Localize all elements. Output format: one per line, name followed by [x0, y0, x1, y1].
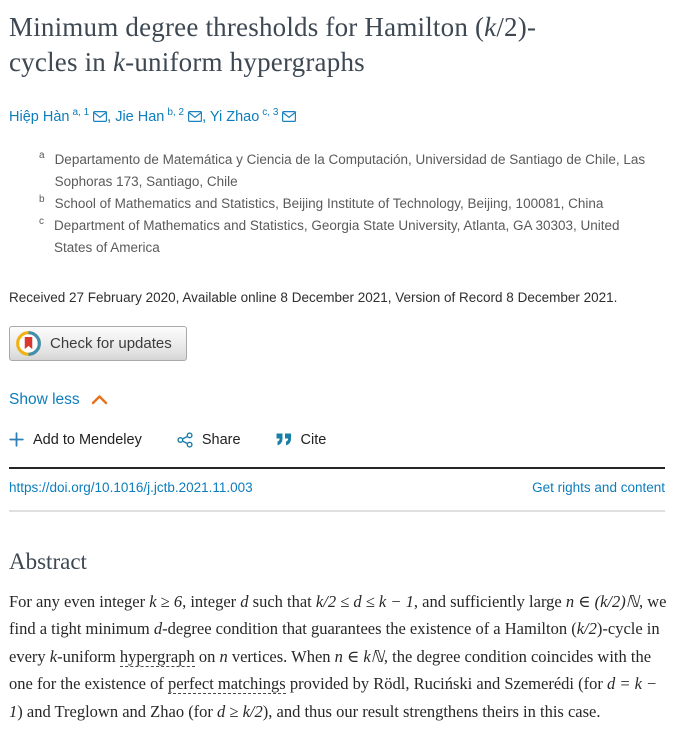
author-affiliation-sup: b, 2 [167, 107, 185, 118]
author-affiliation-sup: a, 1 [72, 107, 90, 118]
crossmark-icon [16, 330, 41, 356]
abstract-math-segment: k/2 ≤ d ≤ k − 1 [315, 591, 414, 611]
add-to-mendeley-label: Add to Mendeley [33, 431, 142, 448]
title-text: -uniform hypergraphs [125, 47, 365, 77]
author-name: Hiệp Hàn [9, 108, 70, 125]
affiliation-item: c Department of Mathematics and Statistic… [39, 215, 665, 259]
affiliation-label: c [39, 215, 44, 227]
envelope-icon[interactable] [282, 110, 297, 122]
abstract-text-segment: -degree condition that guarantees the ex… [162, 619, 577, 639]
abstract-text-segment: , and sufficiently large [413, 591, 566, 611]
abstract-math-segment: n [219, 646, 228, 666]
received-dates-line: Received 27 February 2020, Available onl… [9, 289, 618, 305]
abstract-inline-link[interactable]: perfect matchings [167, 674, 286, 695]
check-for-updates-button[interactable]: Check for updates [9, 325, 187, 361]
author-separator: , [107, 108, 116, 125]
doi-link[interactable]: https://doi.org/10.1016/j.jctb.2021.11.0… [9, 479, 253, 495]
abstract-text-segment: ) and Treglown and Zhao (for [17, 701, 218, 721]
abstract-math-segment: d [153, 619, 163, 639]
check-for-updates-label: Check for updates [50, 334, 172, 352]
abstract-text-segment: such that [248, 591, 316, 611]
show-less-label: Show less [9, 390, 80, 408]
chevron-up-icon [91, 395, 107, 405]
double-quote-icon [276, 433, 291, 446]
affiliation-text: Department of Mathematics and Statistics… [54, 217, 620, 255]
abstract-text-segment: vertices. When [227, 646, 335, 666]
affiliation-label: b [39, 193, 45, 205]
abstract-math-segment: d ≥ k/2 [217, 701, 263, 721]
plus-icon [9, 432, 24, 448]
title-text: cycles in [9, 47, 113, 77]
abstract-text-segment: , integer [182, 591, 241, 611]
title-math-k: k [112, 47, 126, 77]
affiliation-item: b School of Mathematics and Statistics, B… [39, 193, 665, 215]
envelope-icon[interactable] [188, 110, 203, 122]
author-affiliation-sup: c, 3 [262, 107, 279, 118]
add-to-mendeley-button[interactable]: Add to Mendeley [9, 432, 142, 448]
abstract-math-segment: k ≥ 6 [149, 591, 183, 611]
abstract-text-segment: provided by Rödl, Ruciński and Szemerédi… [285, 674, 607, 694]
abstract-text-segment: ), and thus our result strengthens their… [262, 701, 601, 721]
abstract-heading: Abstract [9, 548, 87, 574]
affiliation-list: a Departamento de Matemática y Ciencia de… [9, 149, 665, 259]
abstract-text-segment: , the degree condition coincides with th… [9, 646, 652, 694]
abstract-math-segment: k [49, 646, 58, 666]
title-text: Minimum degree thresholds for Hamilton ( [9, 12, 485, 42]
abstract-text-segment: , we find a tight minimum [9, 591, 667, 639]
share-label: Share [201, 431, 241, 448]
abstract-math-segment: n ∈ (k/2)ℕ [565, 591, 639, 611]
abstract-math-segment: d = k − 1 [9, 674, 658, 721]
abstract-math-segment: k/2 [576, 619, 597, 639]
affiliation-label: a [39, 149, 45, 161]
abstract-text: For any even integer k ≥ 6, integer d su… [9, 588, 669, 726]
article-toolbar: Add to Mendeley Share Cite [9, 432, 665, 448]
doi-row: https://doi.org/10.1016/j.jctb.2021.11.0… [9, 480, 665, 495]
abstract-math-segment: n ∈ kℕ [334, 646, 384, 666]
cite-button[interactable]: Cite [276, 431, 327, 448]
abstract-text-segment: on [194, 646, 220, 666]
share-network-icon [177, 432, 193, 448]
title-math-k: k [484, 12, 497, 42]
abstract-math-segment: d [240, 591, 249, 611]
author-list: Hiệp Hàn a, 1, Jie Han b, 2, Yi Zhao c, 3 [9, 107, 665, 125]
affiliation-text: Departamento de Matemática y Ciencia de … [54, 151, 646, 189]
author-name: Yi Zhao [209, 108, 260, 125]
share-button[interactable]: Share [177, 432, 241, 448]
abstract-text-segment: For any even integer [9, 591, 150, 611]
author-link[interactable]: Jie Han b, 2 [115, 107, 203, 125]
abstract-text-segment: -uniform [57, 646, 120, 666]
author-link[interactable]: Yi Zhao c, 3 [209, 107, 297, 125]
affiliation-text: School of Mathematics and Statistics, Be… [54, 195, 604, 211]
author-name: Jie Han [115, 108, 165, 125]
envelope-icon[interactable] [93, 110, 108, 122]
cite-label: Cite [300, 431, 327, 448]
author-link[interactable]: Hiệp Hàn a, 1 [9, 107, 108, 125]
article-title: Minimum degree thresholds for Hamilton (… [9, 10, 665, 80]
get-rights-link[interactable]: Get rights and content [532, 479, 665, 495]
abstract-text-segment: )-cycle in every [9, 619, 660, 666]
affiliation-item: a Departamento de Matemática y Ciencia de… [39, 149, 665, 193]
abstract-inline-link[interactable]: hypergraph [119, 646, 195, 667]
author-separator: , [202, 108, 210, 125]
show-less-link[interactable]: Show less [9, 391, 108, 409]
title-text: /2)- [496, 12, 537, 42]
header-divider [9, 466, 665, 469]
article-page: Minimum degree thresholds for Hamilton (… [9, 10, 669, 726]
section-divider [9, 509, 665, 512]
